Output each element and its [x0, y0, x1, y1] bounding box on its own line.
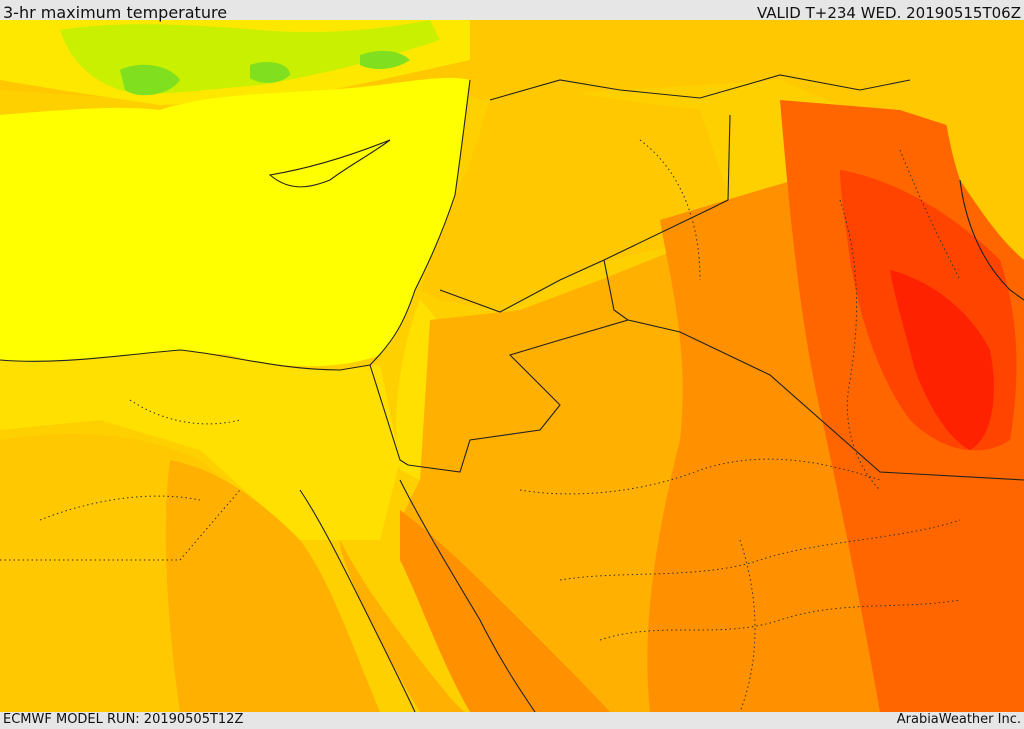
border-jordan-saudi — [407, 259, 630, 473]
coast-cyprus — [268, 139, 391, 188]
valid-time: VALID T+234 WED. 20190515T06Z — [756, 4, 1021, 22]
coast-levant — [369, 79, 471, 366]
border-saudi-iraq — [627, 319, 1024, 481]
iraq-red — [890, 270, 994, 450]
iran-warm — [940, 80, 1024, 260]
egypt-region — [0, 350, 400, 540]
red-sea — [340, 540, 465, 712]
footer-bar — [0, 712, 1024, 729]
border-jordan-syria — [439, 259, 605, 313]
coast-red-sea-west — [299, 489, 416, 712]
turkey-green-patch-2 — [250, 61, 290, 83]
red-sea-coast-warm — [400, 510, 610, 712]
coast-red-sea-east — [399, 479, 536, 712]
admin-line-1 — [0, 489, 241, 561]
border-turkey-syria — [489, 74, 911, 101]
levant-region — [420, 90, 730, 310]
country-borders — [0, 74, 1024, 712]
egypt-south-warm — [165, 460, 380, 712]
temperature-map — [0, 20, 1024, 712]
admin-line-10 — [739, 539, 756, 712]
admin-boundaries — [0, 139, 961, 712]
turkey-green-patch-1 — [120, 64, 180, 96]
mediterranean-sea — [0, 77, 470, 367]
coast-egypt — [0, 349, 371, 371]
coast-gulf — [959, 179, 1024, 301]
credit-text: ArabiaWeather Inc. — [896, 712, 1021, 727]
map-title: 3-hr maximum temperature — [3, 3, 228, 22]
model-run: ECMWF MODEL RUN: 20190505T12Z — [3, 712, 244, 727]
header-bar — [0, 0, 1024, 20]
admin-line-2 — [39, 495, 201, 521]
admin-line-4 — [559, 519, 961, 581]
turkey-green-patch-3 — [360, 50, 410, 70]
border-egypt-israel — [369, 364, 409, 466]
border-syria-iraq — [603, 114, 731, 261]
